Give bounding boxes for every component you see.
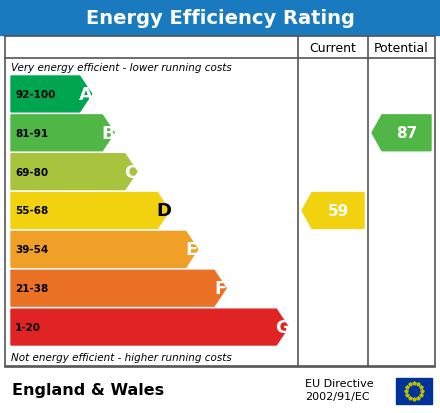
Text: 2002/91/EC: 2002/91/EC	[305, 391, 370, 401]
Polygon shape	[11, 309, 288, 345]
Bar	[5, 37, 435, 366]
Text: EU Directive: EU Directive	[305, 378, 374, 388]
Polygon shape	[302, 193, 364, 229]
Text: 87: 87	[396, 126, 417, 141]
Polygon shape	[372, 116, 431, 151]
Polygon shape	[11, 232, 198, 268]
Text: Energy Efficiency Rating: Energy Efficiency Rating	[85, 9, 355, 27]
Polygon shape	[11, 154, 137, 190]
Text: 55-68: 55-68	[15, 206, 48, 216]
Bar	[396, 378, 432, 404]
Text: A: A	[79, 86, 92, 104]
Text: Very energy efficient - lower running costs: Very energy efficient - lower running co…	[11, 63, 232, 73]
Text: Current: Current	[310, 41, 356, 55]
Polygon shape	[11, 77, 92, 113]
Text: Potential: Potential	[374, 41, 429, 55]
Text: G: G	[275, 318, 290, 336]
Text: C: C	[125, 163, 138, 181]
Text: 92-100: 92-100	[15, 90, 55, 100]
Text: D: D	[156, 202, 171, 220]
Text: 81-91: 81-91	[15, 128, 48, 138]
Text: 21-38: 21-38	[15, 284, 48, 294]
Bar	[0, 367, 440, 413]
Text: E: E	[186, 241, 198, 259]
Bar	[0, 0, 440, 36]
Text: England & Wales: England & Wales	[12, 382, 164, 398]
Text: 59: 59	[327, 204, 348, 218]
Polygon shape	[11, 116, 114, 151]
Text: 1-20: 1-20	[15, 322, 41, 332]
Text: B: B	[102, 124, 115, 142]
Text: F: F	[214, 280, 226, 297]
Text: Not energy efficient - higher running costs: Not energy efficient - higher running co…	[11, 352, 232, 362]
Text: 69-80: 69-80	[15, 167, 48, 177]
Polygon shape	[11, 193, 169, 229]
Text: 39-54: 39-54	[15, 245, 48, 255]
Polygon shape	[11, 271, 226, 306]
